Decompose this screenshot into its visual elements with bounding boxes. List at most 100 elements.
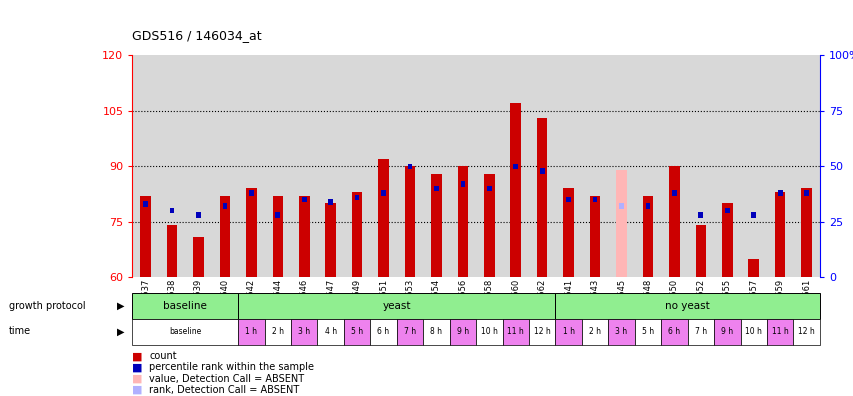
Bar [669,166,679,277]
Text: 5 h: 5 h [351,327,363,336]
Bar [774,192,785,277]
Bar [502,319,528,345]
Text: ■: ■ [132,362,142,373]
Text: 12 h: 12 h [533,327,550,336]
Bar [510,103,520,277]
Text: 6 h: 6 h [668,327,680,336]
Bar [276,212,280,218]
Bar [671,190,676,196]
Text: ■: ■ [132,373,142,384]
Text: 5 h: 5 h [641,327,653,336]
Bar [380,190,386,196]
Bar [431,174,441,277]
Text: baseline: baseline [169,327,201,336]
Text: ▶: ▶ [117,326,125,337]
Bar [238,293,554,319]
Bar [581,319,607,345]
Bar [325,203,335,277]
Bar [317,319,344,345]
Bar [132,319,238,345]
Bar [299,196,309,277]
Bar [740,319,766,345]
Bar [238,319,264,345]
Bar [589,196,600,277]
Text: 7 h: 7 h [403,327,415,336]
Bar [354,194,359,200]
Bar [433,186,438,191]
Bar [687,319,713,345]
Bar [713,319,740,345]
Bar [513,164,518,169]
Bar [694,225,705,277]
Bar [800,188,811,277]
Text: value, Detection Call = ABSENT: value, Detection Call = ABSENT [149,373,305,384]
Bar [537,118,547,277]
Bar [642,196,653,277]
Bar [291,319,317,345]
Text: 1 h: 1 h [562,327,574,336]
Text: ■: ■ [132,385,142,395]
Text: 6 h: 6 h [377,327,389,336]
Text: 10 h: 10 h [745,327,761,336]
Bar [476,319,502,345]
Bar [566,197,571,202]
Bar [249,190,253,196]
Text: 9 h: 9 h [456,327,468,336]
Bar [645,204,650,209]
Text: 8 h: 8 h [430,327,442,336]
Bar [272,196,282,277]
Bar [370,319,397,345]
Bar [721,203,732,277]
Text: 2 h: 2 h [271,327,283,336]
Text: 2 h: 2 h [589,327,601,336]
Text: ▶: ▶ [117,301,125,311]
Bar [351,192,362,277]
Bar [140,196,151,277]
Text: percentile rank within the sample: percentile rank within the sample [149,362,314,373]
Bar [528,319,554,345]
Bar [607,319,634,345]
Bar [450,319,476,345]
Bar [563,188,573,277]
Bar [539,168,544,173]
Bar [554,319,581,345]
Text: 7 h: 7 h [694,327,706,336]
Text: ■: ■ [132,351,142,362]
Text: yeast: yeast [382,301,410,311]
Bar [378,159,388,277]
Bar [166,225,177,277]
Bar [344,319,370,345]
Bar [618,204,624,209]
Bar [407,164,412,169]
Bar [132,293,238,319]
Bar [792,319,819,345]
Bar [328,199,333,205]
Bar [404,166,415,277]
Text: 9 h: 9 h [721,327,733,336]
Bar [484,174,494,277]
Bar [724,208,728,213]
Bar [143,201,148,207]
Bar [660,319,687,345]
Text: rank, Detection Call = ABSENT: rank, Detection Call = ABSENT [149,385,299,395]
Text: no yeast: no yeast [664,301,709,311]
Bar [457,166,467,277]
Bar [554,293,819,319]
Bar [397,319,423,345]
Bar [196,212,200,218]
Bar [170,208,174,213]
Bar [592,197,597,202]
Text: baseline: baseline [163,301,207,311]
Text: 1 h: 1 h [245,327,257,336]
Bar [223,204,227,209]
Bar [751,212,755,218]
Text: 11 h: 11 h [771,327,787,336]
Bar [264,319,291,345]
Bar [193,236,204,277]
Bar [634,319,660,345]
Text: 10 h: 10 h [480,327,497,336]
Text: GDS516 / 146034_at: GDS516 / 146034_at [132,29,262,42]
Bar [423,319,450,345]
Bar [766,319,792,345]
Text: growth protocol: growth protocol [9,301,85,311]
